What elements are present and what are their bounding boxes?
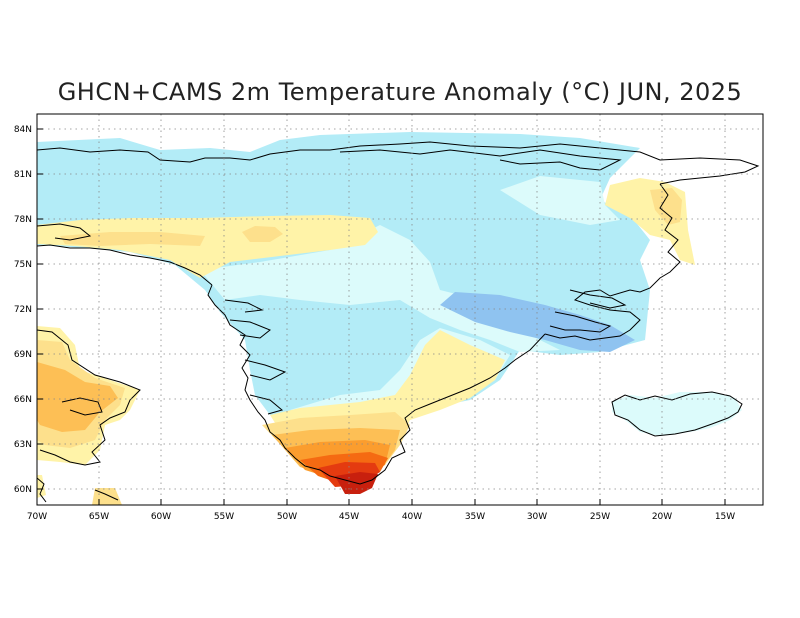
greenland-weak-cold-center xyxy=(200,225,560,352)
lon-label: 60W xyxy=(151,512,171,522)
lon-label: 55W xyxy=(214,512,234,522)
coastline-greenland-southeast xyxy=(207,284,546,485)
lon-label: 70W xyxy=(27,512,47,522)
lat-label: 75N xyxy=(14,260,32,270)
coastline-greenland-east-fjords xyxy=(549,289,627,333)
greenland-warm-northwest xyxy=(37,215,378,278)
map-title: GHCN+CAMS 2m Temperature Anomaly (°C) JU… xyxy=(57,78,743,106)
greenland-warm-patch-nw2 xyxy=(60,232,205,246)
tick-marks xyxy=(37,128,726,505)
lon-label: 25W xyxy=(590,512,610,522)
lat-label: 81N xyxy=(14,170,32,180)
lat-label: 69N xyxy=(14,350,32,360)
greenland-strong-cold-east xyxy=(440,292,635,352)
lon-label: 45W xyxy=(339,512,359,522)
lat-labels: 84N 81N 78N 75N 72N 69N 66N 63N 60N xyxy=(14,125,32,495)
greenland-warm-patch-nw xyxy=(242,226,283,242)
coastline-greenland-west xyxy=(37,223,213,286)
graticule xyxy=(37,114,763,505)
lon-label: 50W xyxy=(277,512,297,522)
coastline-greenland-west-fjords xyxy=(224,299,287,415)
baffin-warm-south-2 xyxy=(37,475,46,498)
lon-label: 15W xyxy=(715,512,735,522)
lon-label: 65W xyxy=(89,512,109,522)
lat-label: 78N xyxy=(14,215,32,225)
lon-label: 35W xyxy=(465,512,485,522)
coastlines xyxy=(37,141,760,503)
lat-label: 60N xyxy=(14,485,32,495)
lon-label: 40W xyxy=(402,512,422,522)
lon-labels: 70W 65W 60W 55W 50W 45W 40W 35W 30W 25W … xyxy=(27,512,735,522)
coastline-greenland-east xyxy=(544,183,681,341)
lon-label: 20W xyxy=(652,512,672,522)
coastline-greenland-north xyxy=(37,141,760,185)
coastline-greenland-north-2 xyxy=(339,149,622,171)
greenland-warm-northeast-2 xyxy=(650,188,682,225)
lat-label: 72N xyxy=(14,305,32,315)
anomaly-field xyxy=(37,132,742,505)
coastline-iceland xyxy=(611,391,743,437)
lat-label: 66N xyxy=(14,395,32,405)
lon-label: 30W xyxy=(527,512,547,522)
lat-label: 63N xyxy=(14,440,32,450)
baffin-warm-3 xyxy=(37,362,118,432)
lat-label: 84N xyxy=(14,125,32,135)
greenland-weak-cold-north xyxy=(500,176,620,225)
